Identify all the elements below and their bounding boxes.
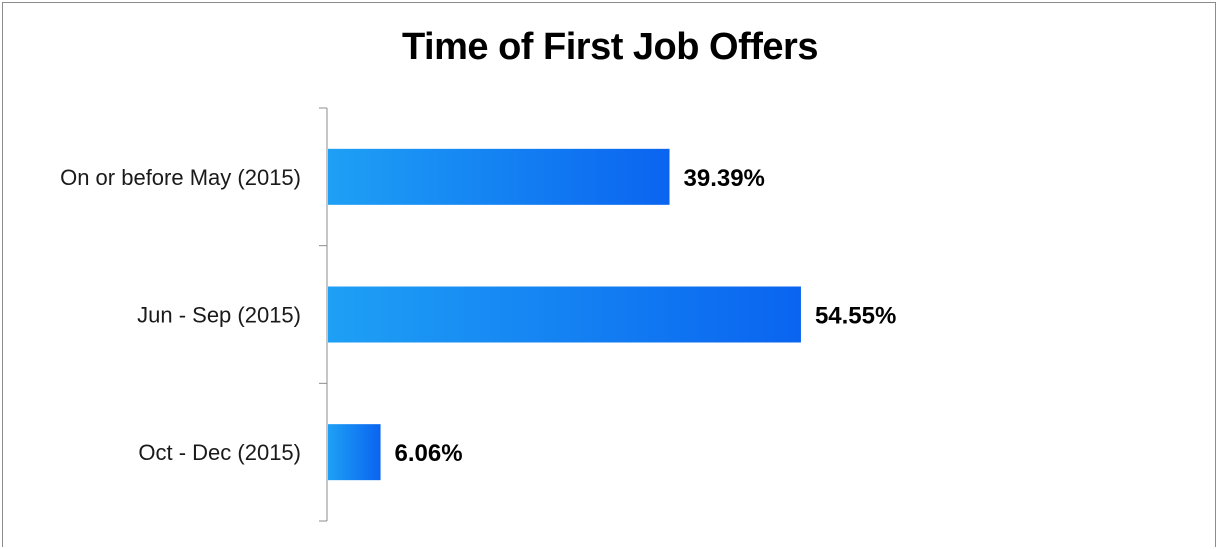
category-label: Oct - Dec (2015) xyxy=(138,440,301,465)
bar xyxy=(328,286,801,343)
data-label: 54.55% xyxy=(815,303,896,330)
bar-series xyxy=(328,148,801,481)
chart-title: Time of First Job Offers xyxy=(402,26,818,68)
bar xyxy=(328,424,381,481)
category-label: On or before May (2015) xyxy=(60,165,301,190)
bar xyxy=(328,148,670,205)
y-axis xyxy=(319,107,328,522)
data-label: 6.06% xyxy=(395,440,463,467)
category-label: Jun - Sep (2015) xyxy=(137,303,301,328)
labels: On or before May (2015) 39.39% Jun - Sep (… xyxy=(60,165,896,467)
data-label: 39.39% xyxy=(684,165,765,192)
